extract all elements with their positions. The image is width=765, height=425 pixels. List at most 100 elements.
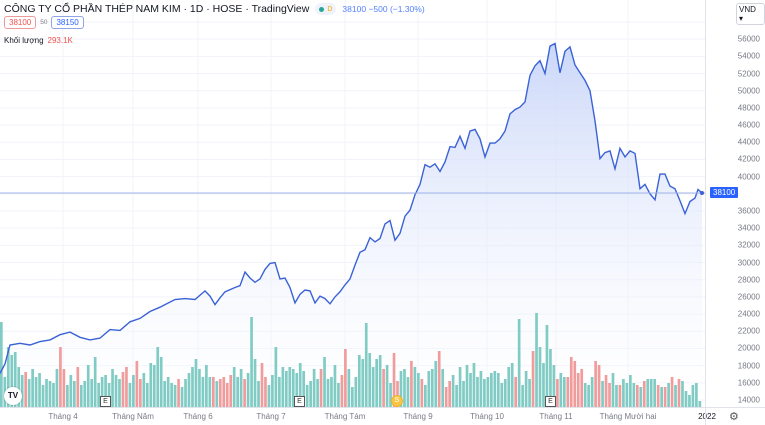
split-marker-icon[interactable]: S: [391, 395, 403, 407]
volume-bar: [670, 377, 674, 407]
volume-bar: [545, 325, 549, 407]
volume-bar: [552, 365, 556, 407]
spread-value: 50: [40, 19, 48, 26]
volume-bar: [642, 381, 646, 407]
gear-icon[interactable]: ⚙: [729, 411, 739, 423]
volume-bar: [580, 369, 584, 407]
volume-bar: [288, 367, 292, 407]
x-tick-label: Tháng Năm: [112, 412, 154, 421]
volume-bar: [455, 385, 458, 407]
volume-bar: [604, 375, 608, 407]
volume-bar: [232, 367, 236, 407]
volume-bar: [361, 359, 365, 407]
price-axis[interactable]: 5800056000540005200050000480004600044000…: [705, 0, 765, 407]
volume-bar: [507, 367, 511, 407]
volume-bar: [114, 375, 118, 407]
volume-bar: [246, 373, 250, 407]
volume-bar: [163, 381, 167, 407]
volume-bar: [166, 377, 170, 407]
volume-bar: [10, 355, 14, 407]
volume-bar: [514, 377, 518, 407]
volume-bar: [490, 373, 493, 407]
volume-bar: [385, 365, 389, 407]
sell-button[interactable]: 38100: [4, 16, 37, 29]
tradingview-logo-icon[interactable]: TV: [4, 387, 22, 405]
volume-bar: [476, 377, 479, 407]
volume-bar: [441, 369, 445, 407]
volume-bar: [510, 363, 514, 407]
volume-bar: [500, 383, 504, 407]
volume-bar: [111, 369, 114, 407]
volume-bar: [667, 383, 670, 407]
volume-bar: [284, 371, 288, 407]
y-tick-label: 18000: [737, 361, 760, 371]
volume-bar: [465, 365, 469, 407]
market-status-pill[interactable]: D: [315, 3, 337, 15]
buy-button[interactable]: 38150: [51, 16, 84, 29]
volume-bar: [653, 379, 657, 407]
volume-bar: [357, 355, 361, 407]
volume-bar: [48, 381, 52, 407]
volume-bar: [156, 347, 160, 407]
volume-bar: [194, 359, 198, 407]
earnings-marker-icon[interactable]: E: [545, 396, 556, 407]
volume-bar: [170, 383, 173, 407]
y-tick-label: 44000: [737, 137, 760, 147]
volume-bar: [368, 353, 372, 407]
volume-bar: [583, 383, 587, 407]
price-chart-plot[interactable]: [0, 0, 705, 407]
volume-bar: [615, 385, 618, 407]
volume-bar: [517, 319, 521, 407]
currency-dropdown[interactable]: VND ▾: [736, 3, 765, 25]
earnings-marker-icon[interactable]: E: [294, 396, 305, 407]
volume-bar: [382, 369, 385, 407]
volume-bar: [326, 379, 330, 407]
last-price: 38100: [342, 4, 367, 14]
y-tick-label: 54000: [737, 51, 760, 61]
chart-canvas[interactable]: [0, 0, 705, 407]
volume-bar: [340, 375, 344, 407]
y-tick-label: 40000: [737, 172, 760, 182]
volume-bar: [118, 379, 121, 407]
y-tick-label: 42000: [737, 154, 760, 164]
volume-bar: [503, 379, 507, 407]
volume-bar: [681, 381, 684, 407]
volume-bar: [93, 357, 97, 407]
volume-bar: [76, 367, 80, 407]
volume-bar: [159, 357, 163, 407]
volume-label: Khối lượng: [4, 36, 44, 45]
volume-bar: [674, 385, 677, 407]
volume-bar: [462, 381, 465, 407]
volume-bar: [83, 381, 87, 407]
x-tick-label: Tháng 4: [48, 412, 78, 421]
volume-bar: [695, 383, 698, 407]
price-change: −500 (−1.30%): [368, 4, 425, 14]
market-open-dot-icon: [319, 6, 325, 12]
volume-bar: [323, 357, 326, 407]
volume-bar: [396, 381, 399, 407]
volume-bar: [104, 375, 107, 407]
volume-bar: [187, 373, 191, 407]
volume-bar: [528, 379, 531, 407]
time-axis[interactable]: Tháng 4 Tháng Năm Tháng 6 Tháng 7 Tháng Tám T…: [0, 407, 716, 425]
y-tick-label: 34000: [737, 223, 760, 233]
volume-bar: [351, 387, 354, 407]
volume-bar: [59, 347, 62, 407]
volume-bar: [173, 385, 177, 407]
volume-bar: [496, 373, 500, 407]
earnings-marker-icon[interactable]: E: [100, 396, 111, 407]
volume-bar: [458, 367, 462, 407]
volume-bar: [601, 381, 604, 407]
symbol-title: CÔNG TY CỔ PHẦN THÉP NAM KIM · 1D · HOSE…: [4, 3, 310, 15]
volume-bar: [305, 385, 309, 407]
volume-bar: [17, 367, 21, 407]
volume-bar: [201, 377, 205, 407]
volume-bar: [198, 369, 201, 407]
volume-bar: [597, 365, 601, 407]
volume-bar: [142, 373, 146, 407]
volume-bar: [542, 363, 545, 407]
volume-bar: [472, 363, 476, 407]
volume-bar: [444, 387, 448, 407]
x-tick-label: Tháng Mười hai: [599, 412, 657, 421]
volume-bar: [629, 375, 632, 407]
